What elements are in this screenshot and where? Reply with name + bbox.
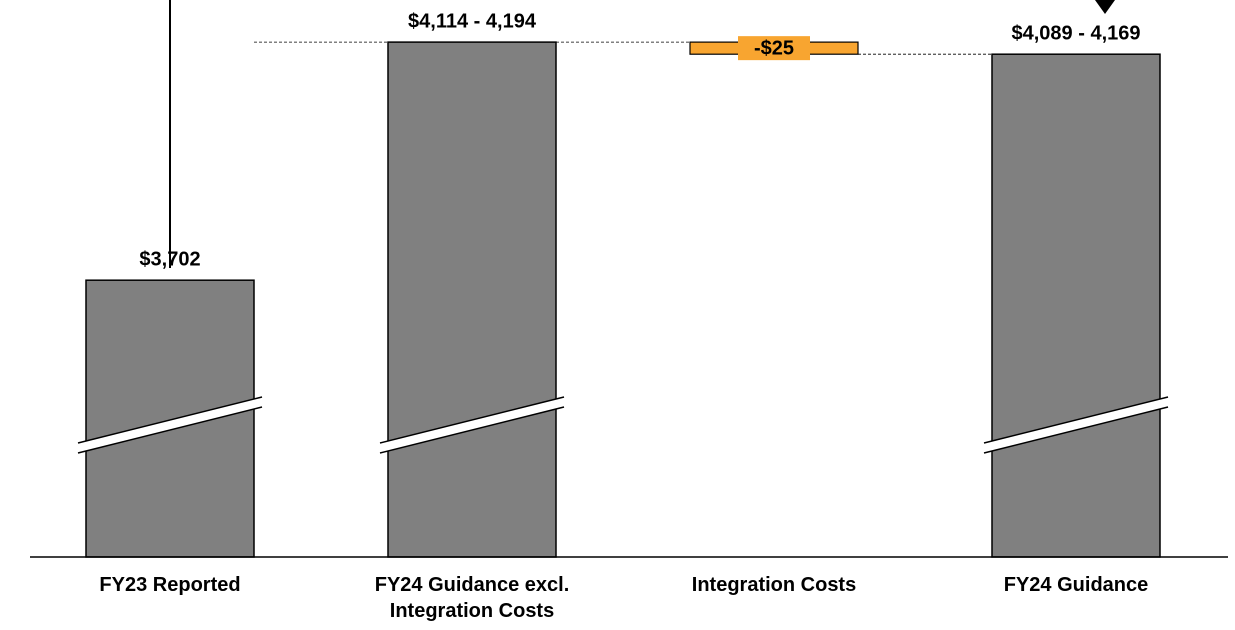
value-label: -$25 — [754, 37, 794, 59]
axis-break — [78, 397, 262, 453]
x-tick-label: Integration Costs — [691, 574, 857, 596]
bar — [85, 279, 255, 558]
annotation-arrow — [1095, 0, 1115, 14]
axis-break-edge — [379, 396, 565, 444]
axis-break-edge — [77, 406, 263, 454]
axis-break-edge — [983, 406, 1169, 454]
axis-break — [380, 397, 564, 453]
axis-break-edge — [77, 396, 263, 444]
value-label: $4,089 - 4,169 — [1012, 22, 1141, 44]
bar — [387, 41, 557, 558]
axis-break — [984, 397, 1168, 453]
axis-break-edge — [379, 406, 565, 454]
bar — [991, 53, 1161, 558]
x-tick-label: FY23 Reported — [99, 574, 241, 596]
value-label-bg — [738, 36, 810, 61]
x-tick-label: FY24 Guidance excl. Integration Costs — [374, 574, 570, 622]
value-label: $4,114 - 4,194 — [408, 10, 537, 32]
value-label: $3,702 — [139, 248, 200, 270]
axis-break-edge — [983, 396, 1169, 444]
x-tick-label: FY24 Guidance — [1003, 574, 1149, 596]
